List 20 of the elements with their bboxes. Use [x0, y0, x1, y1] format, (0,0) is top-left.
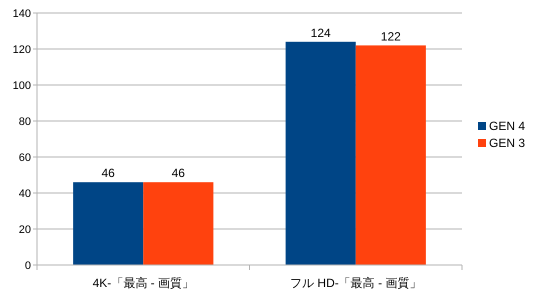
data-label: 124: [310, 26, 332, 40]
legend-label: GEN 4: [489, 119, 526, 133]
bar: [356, 45, 426, 265]
y-tick-label: 60: [18, 152, 31, 164]
y-tick-label: 20: [18, 224, 31, 236]
y-tick-label: 40: [18, 188, 31, 200]
legend-label: GEN 3: [489, 136, 526, 150]
y-tick-label: 120: [12, 44, 31, 56]
bar: [143, 182, 214, 265]
bar: [73, 182, 144, 265]
y-tick-label: 0: [24, 260, 31, 272]
data-label: 122: [380, 29, 402, 44]
x-tick-label: フル HD-「最高 - 画質」: [290, 276, 422, 290]
y-tick-label: 140: [12, 8, 31, 20]
y-tick-label: 80: [18, 116, 31, 128]
x-tick-label: 4K-「最高 - 画質」: [92, 276, 194, 290]
bar: [286, 42, 356, 265]
data-label: 46: [102, 166, 116, 180]
y-tick-label: 100: [12, 80, 31, 92]
data-label: 46: [172, 166, 186, 180]
